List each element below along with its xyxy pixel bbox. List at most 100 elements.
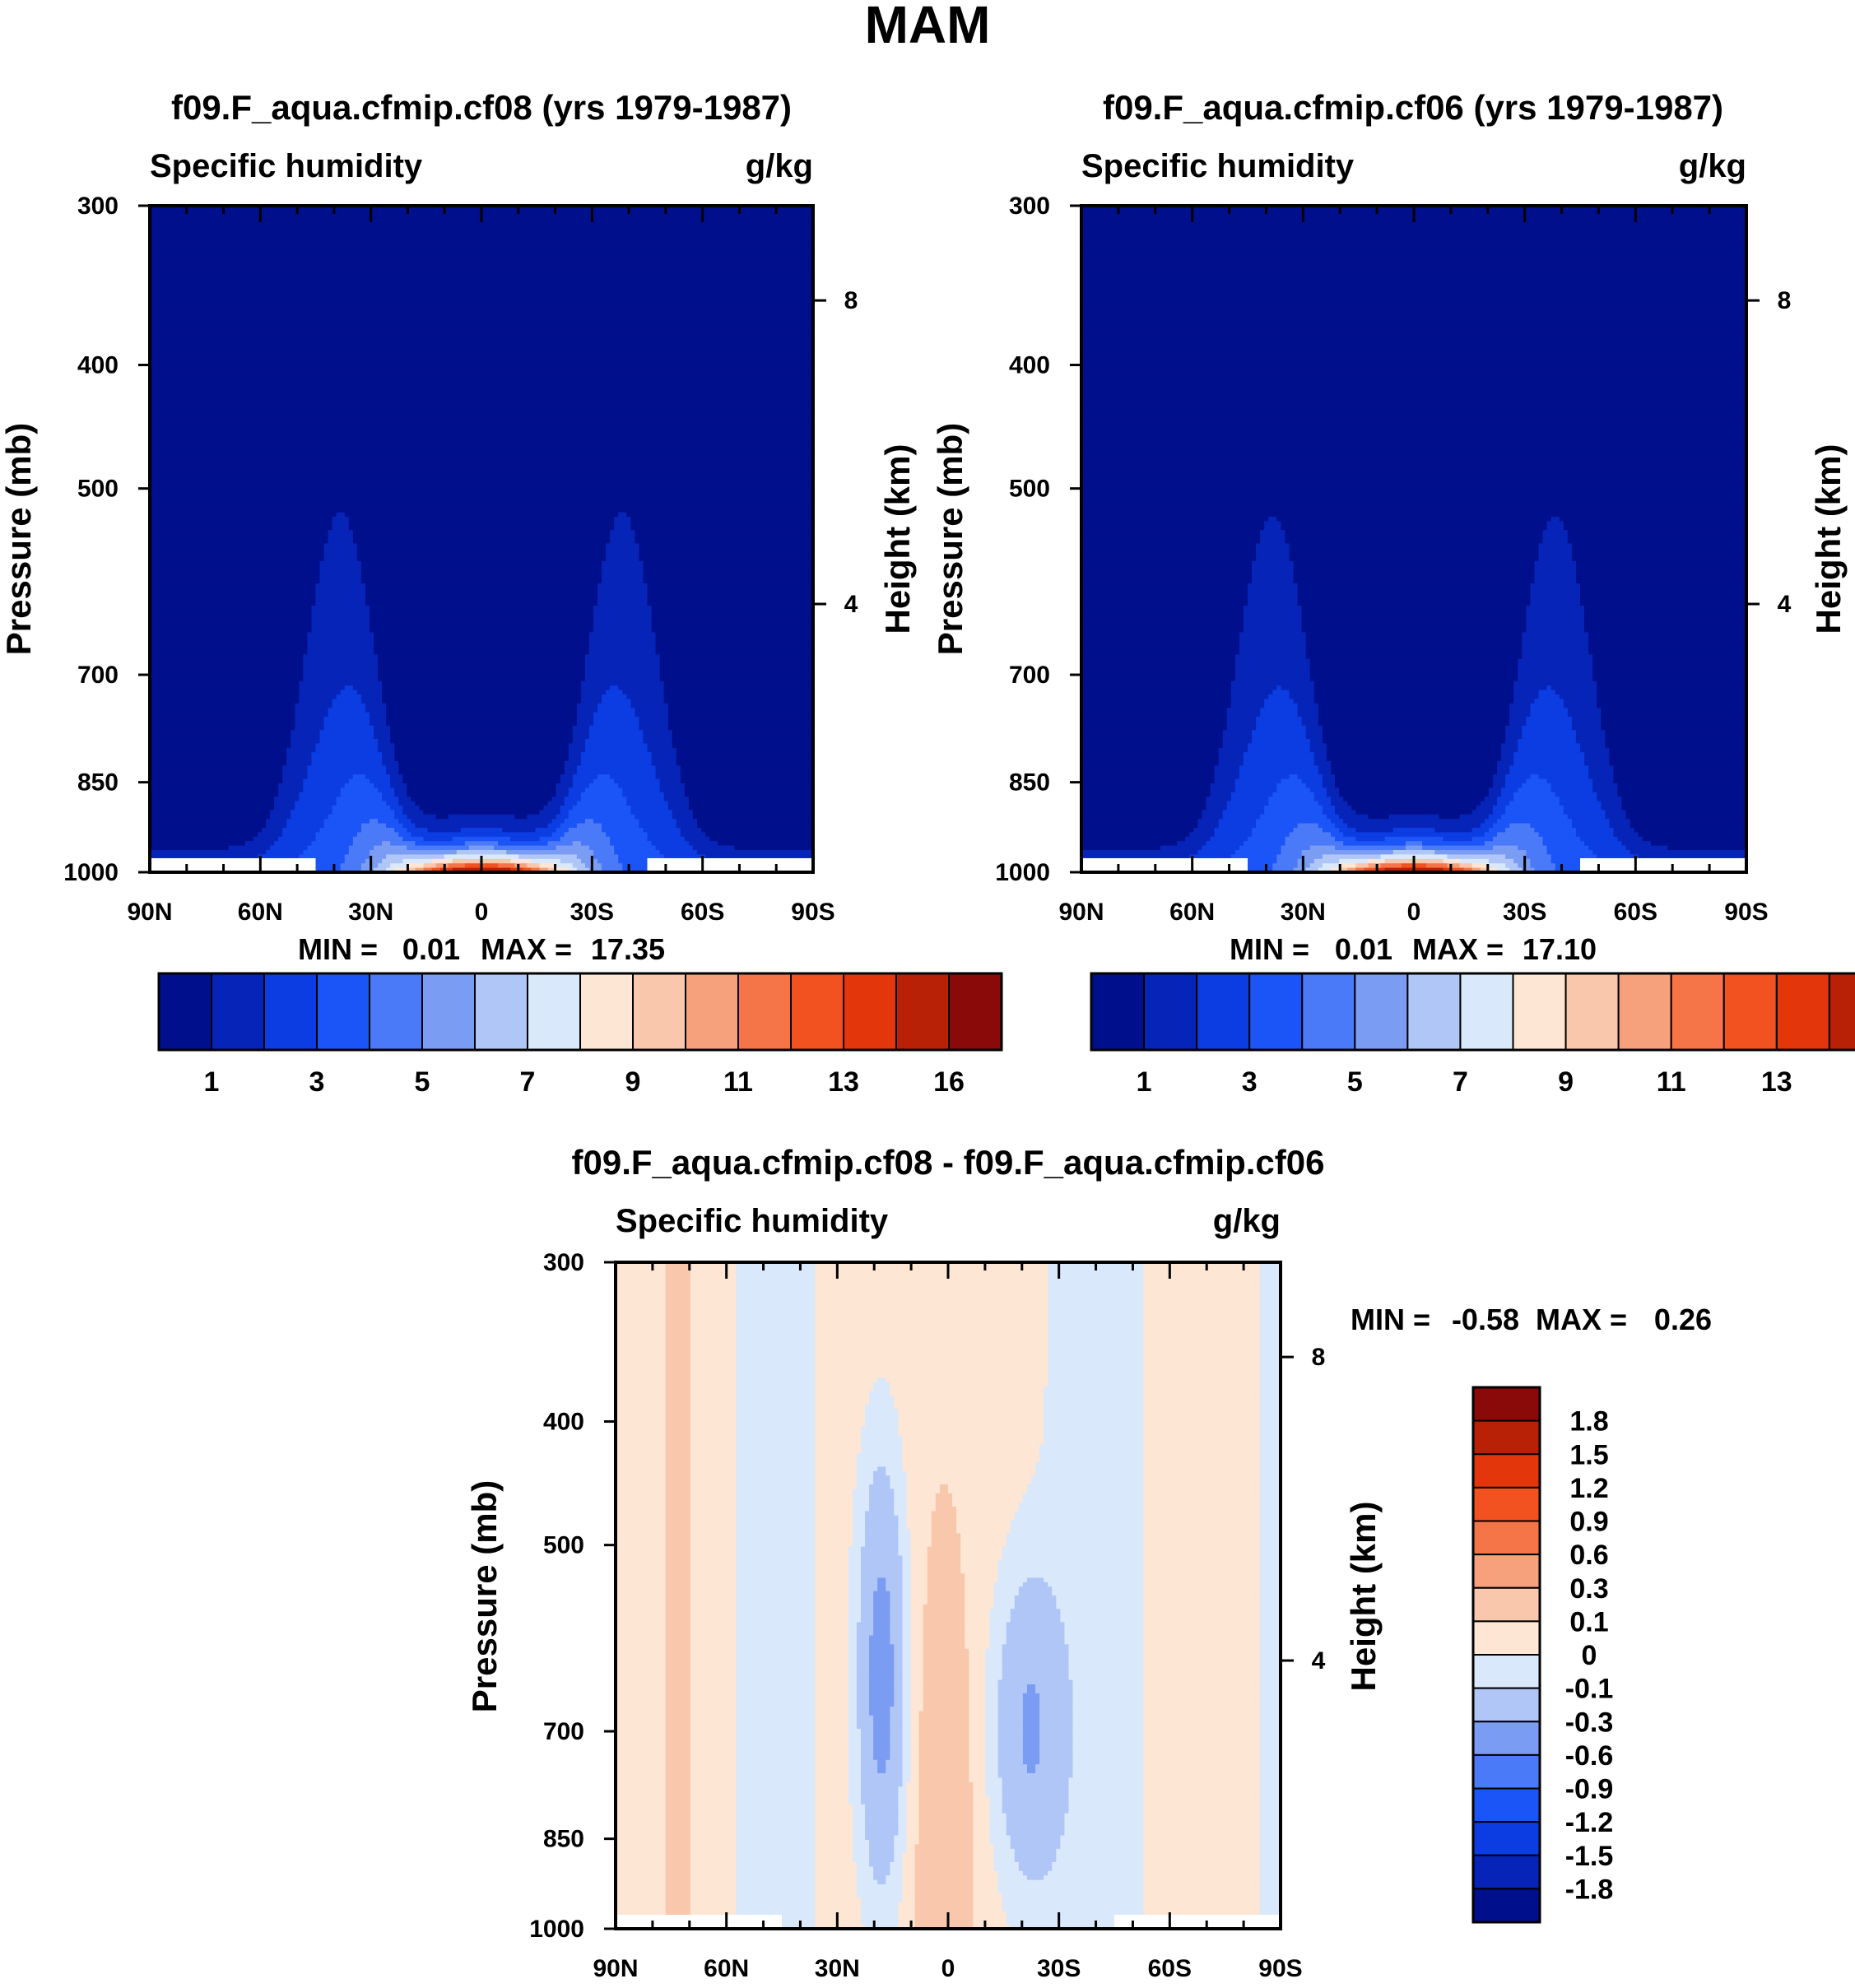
contour-cell: [1143, 1475, 1261, 1481]
contour-cell: [973, 1826, 991, 1832]
contour-cell: [902, 1670, 912, 1676]
contour-cell: [1026, 1489, 1144, 1494]
contour-cell: [910, 1533, 932, 1539]
contour-cell: [1513, 797, 1560, 802]
contour-cell: [997, 1764, 1028, 1770]
contour-cell: [736, 1311, 816, 1317]
contour-cell: [588, 636, 657, 642]
contour-cell: [1259, 1897, 1281, 1903]
contour-cell: [150, 317, 813, 322]
contour-cell: [815, 1270, 1048, 1276]
contour-cell: [736, 1666, 816, 1672]
contour-cell: [923, 1657, 969, 1663]
contour-cell: [906, 1844, 916, 1850]
colorbar-label: -1.2: [1565, 1807, 1614, 1838]
contour-cell: [150, 272, 813, 277]
contour-cell: [815, 1742, 849, 1748]
contour-cell: [1272, 690, 1290, 695]
contour-cell: [665, 1537, 691, 1543]
contour-cell: [1259, 1679, 1281, 1685]
contour-cell: [616, 1888, 667, 1894]
contour-cell: [965, 1644, 991, 1650]
contour-cell: [616, 1551, 667, 1556]
contour-cell: [910, 1711, 920, 1716]
contour-cell: [902, 1666, 912, 1672]
contour-cell: [894, 1688, 904, 1694]
contour-cell: [150, 654, 304, 660]
contour-cell: [1243, 628, 1303, 633]
contour-cell: [1143, 1542, 1261, 1548]
contour-cell: [1497, 832, 1540, 838]
contour-cell: [902, 1435, 1044, 1441]
contour-cell: [643, 561, 813, 566]
contour-cell: [356, 547, 607, 553]
contour-cell: [848, 1751, 862, 1756]
contour-cell: [1081, 286, 1746, 291]
contour-cell: [690, 1751, 737, 1756]
contour-cell: [886, 1764, 904, 1770]
contour-cell: [985, 1759, 999, 1765]
contour-cell: [856, 1453, 904, 1459]
contour-cell: [690, 1320, 737, 1326]
contour-cell: [873, 1626, 890, 1632]
contour-cell: [873, 1596, 890, 1600]
contour-cell: [1488, 863, 1506, 869]
contour-cell: [1243, 619, 1303, 625]
contour-cell: [1081, 832, 1190, 838]
x-tick-label: 90N: [593, 1955, 638, 1982]
contour-cell: [556, 792, 570, 797]
contour-cell: [291, 734, 321, 740]
contour-cell: [1022, 1711, 1040, 1716]
colorbar-label: -0.9: [1565, 1774, 1614, 1805]
contour-cell: [1322, 778, 1336, 784]
contour-cell: [1335, 836, 1356, 842]
contour-cell: [910, 1720, 920, 1726]
contour-cell: [1081, 499, 1746, 504]
contour-cell: [690, 1768, 737, 1774]
contour-cell: [665, 1600, 691, 1605]
contour-cell: [1143, 1351, 1261, 1356]
contour-cell: [890, 1866, 904, 1872]
contour-cell: [860, 1448, 904, 1454]
contour-cell: [815, 1520, 853, 1526]
contour-cell: [902, 1759, 912, 1765]
contour-cell: [1259, 1568, 1281, 1574]
contour-cell: [815, 1507, 853, 1512]
stats-max-value: 17.10: [1523, 932, 1597, 966]
colorbar-box: [1248, 973, 1304, 1051]
contour-cell: [948, 1489, 1028, 1494]
contour-cell: [965, 1582, 995, 1587]
contour-cell: [1513, 756, 1585, 762]
contour-cell: [378, 658, 586, 664]
contour-cell: [616, 1715, 667, 1721]
contour-cell: [1072, 1698, 1144, 1703]
contour-cell: [860, 1746, 874, 1752]
contour-cell: [1068, 1777, 1144, 1783]
contour-cell: [690, 1618, 737, 1623]
contour-cell: [1259, 1329, 1281, 1334]
contour-cell: [1014, 1604, 1057, 1609]
contour-cell: [690, 1826, 737, 1832]
contour-cell: [1081, 347, 1746, 353]
contour-cell: [336, 694, 362, 699]
contour-cell: [665, 1631, 691, 1637]
contour-cell: [856, 1662, 870, 1667]
contour-cell: [852, 1524, 866, 1530]
contour-cell: [1488, 814, 1502, 820]
contour-cell: [1072, 1688, 1144, 1694]
contour-cell: [1081, 588, 1248, 593]
contour-cell: [894, 1693, 904, 1698]
contour-cell: [1260, 534, 1286, 540]
contour-cell: [630, 517, 813, 522]
contour-cell: [1309, 863, 1323, 869]
contour-cell: [1026, 1688, 1036, 1694]
contour-cell: [1443, 858, 1461, 864]
contour-cell: [1002, 1897, 1144, 1903]
contour-cell: [1518, 672, 1593, 677]
contour-cell: [378, 654, 586, 660]
contour-cell: [960, 1559, 999, 1565]
contour-cell: [848, 1657, 858, 1663]
contour-cell: [1006, 1813, 1065, 1818]
contour-cell: [1143, 1888, 1261, 1894]
contour-cell: [1143, 1844, 1261, 1850]
